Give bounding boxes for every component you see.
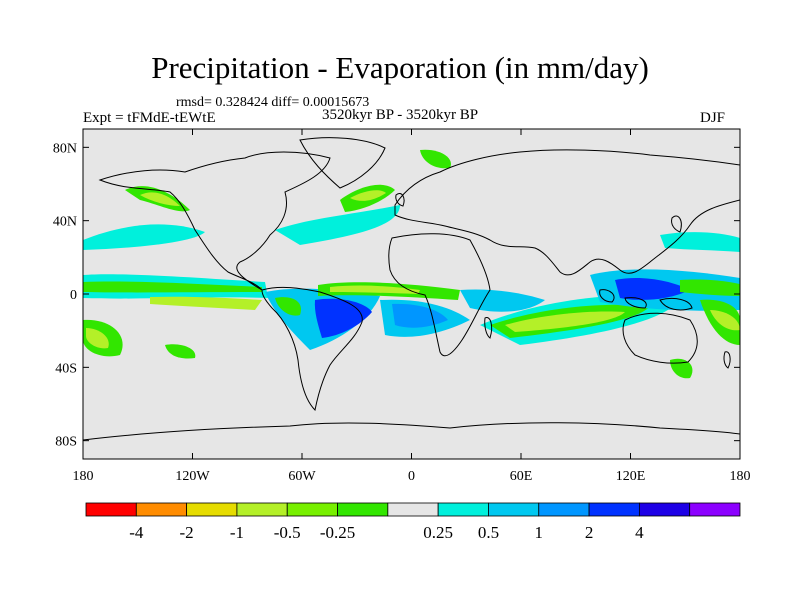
colorbar-swatch	[236, 502, 288, 517]
coast-south-america	[261, 286, 363, 412]
contour-europe	[420, 149, 451, 169]
coast-madagascar	[484, 316, 493, 339]
colorbar-label: 1	[535, 523, 544, 542]
map-title: Precipitation - Evaporation (in mm/day)	[151, 50, 649, 85]
coast-eurasia	[394, 149, 740, 276]
colorbar-swatch	[186, 502, 238, 517]
coast-greenland	[299, 137, 386, 189]
contour-indian-yellow	[505, 311, 625, 332]
colorbar-label: 0.25	[423, 523, 453, 542]
lat-tick-label: 40S	[55, 361, 77, 376]
period-label: 3520kyr BP - 3520kyr BP	[322, 107, 479, 123]
coast-uk	[395, 192, 405, 207]
colorbar-swatch	[135, 502, 188, 517]
colorbar-label: -2	[180, 523, 194, 542]
coast-indonesia-2	[624, 297, 647, 309]
colorbar-swatch	[638, 502, 691, 517]
stats-text: rmsd= 0.328424 diff= 0.00015673	[176, 95, 370, 110]
coast-newzealand	[723, 351, 731, 369]
contour-epac-equator	[680, 279, 740, 296]
contour-natlantic	[275, 205, 400, 245]
coast-newguinea	[659, 297, 693, 311]
colorbar-label: -0.5	[274, 523, 301, 542]
contour-spacific-1b	[86, 328, 109, 349]
lon-tick-label: 120W	[175, 469, 210, 484]
colorbar-swatch	[286, 502, 338, 517]
latitude-axis: 80N 40N 0 40S 80S	[53, 141, 740, 450]
colorbar-label: 4	[635, 523, 644, 542]
lat-tick-label: 80S	[55, 435, 77, 450]
lat-tick-label: 80N	[53, 141, 77, 156]
contour-satlantic-blue	[392, 303, 448, 328]
field-contours	[83, 149, 740, 379]
coast-indonesia-1	[599, 289, 615, 303]
lon-tick-label: 180	[730, 469, 751, 484]
lat-tick-label: 40N	[53, 215, 77, 230]
coast-australia	[622, 312, 698, 364]
colorbar-swatch	[437, 502, 489, 517]
lon-tick-label: 0	[408, 469, 415, 484]
colorbar-label: -0.25	[320, 523, 355, 542]
coast-north-america	[98, 151, 331, 291]
colorbar-swatch	[337, 502, 389, 517]
longitude-axis: 180 120W 60W 0 60E 120E 180	[73, 129, 751, 484]
contour-pacific-itcz-core	[83, 281, 262, 293]
lon-tick-label: 120E	[616, 469, 646, 484]
lat-tick-label: 0	[70, 288, 77, 303]
lon-tick-label: 60W	[288, 469, 316, 484]
experiment-label: Expt = tFMdE-tEWtE	[83, 110, 216, 126]
coast-japan	[671, 215, 682, 233]
contour-maritime-blue	[615, 278, 690, 300]
season-label: DJF	[700, 110, 726, 126]
colorbar-swatch	[538, 502, 590, 517]
contour-africa	[460, 289, 545, 312]
colorbar-swatch	[588, 502, 640, 517]
contour-swpacific-yellow	[710, 310, 740, 331]
colorbar-label: -1	[230, 523, 244, 542]
contour-atlantic-yellow	[330, 285, 420, 294]
colorbar-label: -4	[129, 523, 144, 542]
colorbar-swatch	[85, 502, 137, 517]
colorbar-swatch	[689, 502, 741, 517]
colorbar-swatch	[488, 502, 540, 517]
contour-pacific-south	[150, 296, 262, 310]
contour-samerica-west	[275, 297, 301, 316]
contour-samerica-core	[314, 298, 372, 338]
colorbar: -4 -2 -1 -0.5 -0.25 0.25 0.5 1 2 4	[85, 502, 741, 542]
contour-spacific-2	[165, 344, 196, 359]
coast-antarctica	[83, 422, 740, 441]
contour-natlantic-yellow	[350, 190, 386, 201]
contour-npacific-yellow	[140, 192, 180, 206]
coastlines	[83, 137, 740, 441]
coast-africa	[388, 233, 491, 357]
lon-tick-label: 180	[73, 469, 94, 484]
colorbar-swatch	[387, 502, 439, 517]
colorbar-label: 0.5	[478, 523, 499, 542]
colorbar-label: 2	[585, 523, 594, 542]
contour-npacific	[83, 224, 205, 250]
lon-tick-label: 60E	[510, 469, 533, 484]
